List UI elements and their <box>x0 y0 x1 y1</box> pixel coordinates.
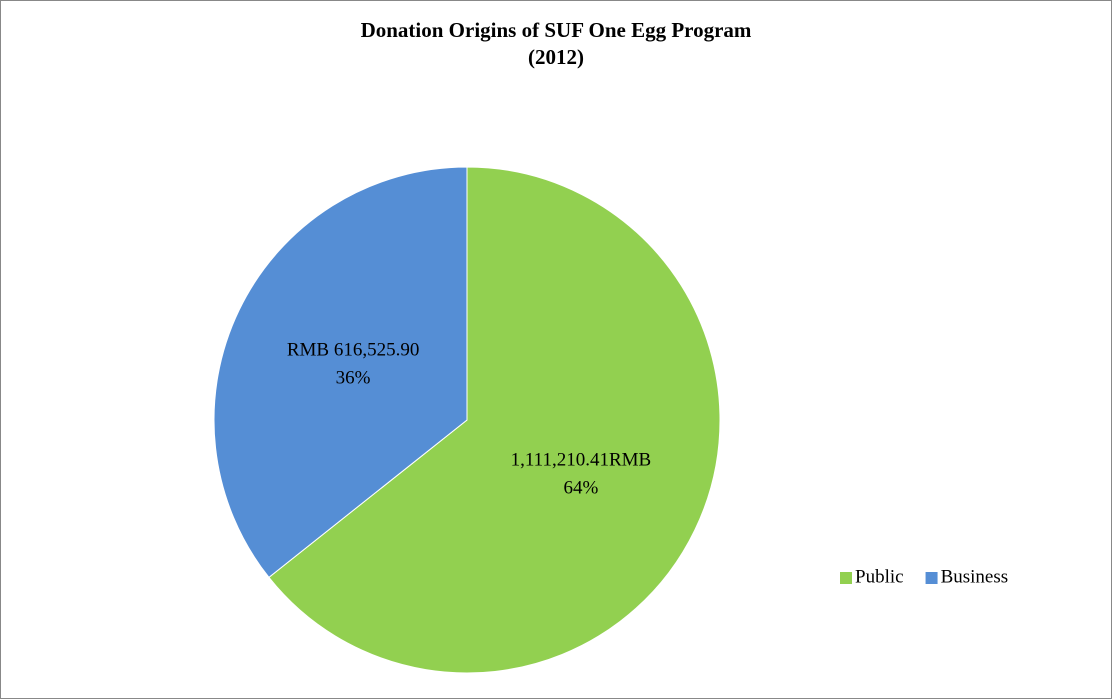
chart-subtitle: (2012) <box>528 45 584 69</box>
legend-label: Business <box>941 566 1009 587</box>
legend-label: Public <box>855 566 904 587</box>
pie-slice <box>268 166 721 674</box>
pie-slice <box>213 166 468 579</box>
legend-swatch <box>840 572 852 584</box>
data-label: 1,111,210.41RMB <box>511 449 652 470</box>
legend-swatch <box>925 572 938 584</box>
percent-label: 64% <box>564 477 599 498</box>
data-label: RMB 616,525.90 <box>287 339 420 360</box>
percent-label: 36% <box>336 367 371 388</box>
chart-title: Donation Origins of SUF One Egg Program <box>361 18 752 42</box>
